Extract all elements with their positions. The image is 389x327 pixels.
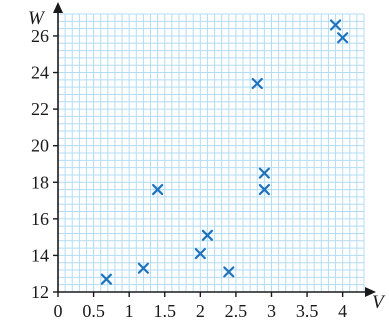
y-tick-label: 24 [31,63,49,83]
y-tick-label: 18 [31,172,49,192]
y-axis-arrow [53,2,63,13]
x-tick-label: 0 [54,301,63,321]
data-point-stroke [201,229,214,241]
data-point-stroke [223,266,235,278]
data-point [258,167,270,179]
data-point [223,266,235,278]
data-point-stroke [137,262,149,274]
data-point-stroke [152,183,164,196]
y-tick-label: 20 [31,136,49,156]
data-point [258,183,270,196]
x-tick-label: 2.5 [225,301,248,321]
data-point-stroke [258,183,270,196]
grid [58,13,365,292]
x-tick-label: 0.5 [82,301,105,321]
data-point-stroke [258,167,270,179]
data-point [329,19,342,31]
axes [53,2,376,297]
x-tick-label: 3.5 [296,301,319,321]
y-tick-label: 12 [31,282,49,302]
data-point [100,273,112,285]
data-point-stroke [329,19,342,31]
x-tick-label: 1 [125,301,134,321]
x-tick-label: 1.5 [153,301,176,321]
x-axis-label: V [372,292,386,313]
data-point-stroke [251,77,263,90]
y-tick-label: 22 [31,99,49,119]
x-axis-arrow [365,287,376,297]
data-point [337,32,349,44]
data-point [194,247,206,260]
data-point-stroke [337,32,349,44]
y-axis-label: W [28,8,46,29]
data-point [152,183,164,196]
tick-labels: 0 0.5 1 1.5 2 2.5 3 3.5 4 12 14 16 18 20 22 24 26 [31,26,347,321]
x-tick-label: 4 [338,301,347,321]
data-point [251,77,263,90]
y-tick-label: 14 [31,245,49,265]
data-point [137,262,149,274]
x-tick-label: 2 [196,301,205,321]
y-tick-label: 26 [31,26,49,46]
y-tick-label: 16 [31,209,49,229]
x-tick-label: 3 [267,301,276,321]
data-point [201,229,214,241]
data-points [100,19,349,285]
data-point-stroke [100,273,112,285]
data-point-stroke [194,247,206,260]
